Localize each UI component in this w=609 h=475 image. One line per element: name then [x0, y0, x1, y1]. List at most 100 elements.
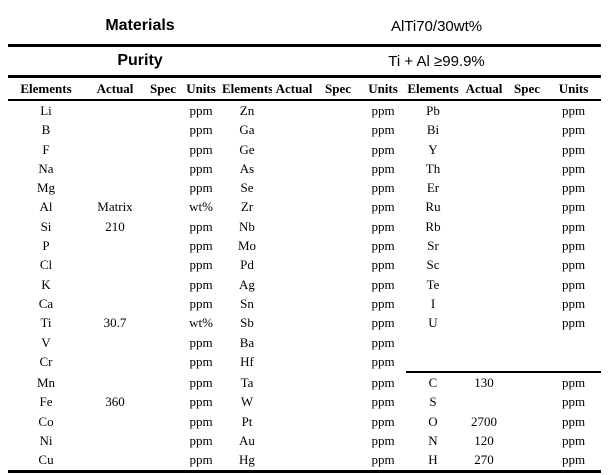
units-value: ppm — [561, 413, 586, 429]
units-value: ppm — [189, 295, 213, 311]
element-symbol: Co — [38, 413, 54, 429]
spec-value — [146, 333, 180, 352]
element-symbol: Y — [428, 141, 438, 157]
actual-value — [272, 100, 316, 120]
actual-value — [84, 100, 146, 120]
element-symbol: Th — [425, 160, 441, 176]
actual-value — [460, 333, 508, 352]
materials-value: AlTi70/30wt% — [272, 8, 602, 47]
spec-value — [316, 412, 360, 431]
header-units-3: Units — [546, 76, 602, 101]
header-elements-1: Elements — [8, 76, 84, 101]
units-value: ppm — [189, 122, 213, 138]
actual-value — [460, 217, 508, 236]
units-value: ppm — [189, 218, 213, 234]
table-row: Li ppm Zn ppm Pb ppm — [8, 100, 601, 120]
units-value: ppm — [561, 276, 586, 292]
element-symbol: Nb — [239, 218, 255, 234]
spec-value — [316, 431, 360, 450]
actual-value — [272, 255, 316, 274]
units-value: ppm — [561, 394, 586, 410]
units-value: ppm — [371, 103, 395, 118]
spec-value — [316, 313, 360, 332]
actual-value — [272, 372, 316, 392]
element-symbol: Zn — [239, 103, 255, 118]
units-value: ppm — [371, 334, 395, 350]
materials-label: Materials — [8, 8, 272, 47]
element-symbol: Rb — [425, 218, 441, 234]
spec-value — [316, 372, 360, 392]
spec-value — [146, 372, 180, 392]
actual-value — [272, 178, 316, 197]
units-value: ppm — [371, 295, 395, 311]
units-value: ppm — [371, 276, 395, 292]
spec-value — [146, 275, 180, 294]
actual-value — [84, 178, 146, 197]
spec-value — [508, 275, 546, 294]
units-value: ppm — [561, 315, 586, 331]
spec-value — [146, 100, 180, 120]
spec-value — [508, 120, 546, 139]
actual-value — [272, 159, 316, 178]
spec-value — [146, 197, 180, 216]
units-value: ppm — [371, 452, 395, 468]
element-symbol: B — [41, 122, 51, 138]
actual-value — [84, 236, 146, 255]
units-value: ppm — [189, 452, 213, 468]
spec-value — [508, 333, 546, 352]
actual-value: 30.7 — [103, 315, 127, 331]
units-value: wt% — [189, 315, 213, 331]
spec-value — [146, 294, 180, 313]
actual-value — [272, 217, 316, 236]
element-symbol: Bi — [426, 122, 440, 138]
actual-value — [460, 140, 508, 159]
actual-value — [272, 392, 316, 411]
spec-value — [316, 217, 360, 236]
table-row: Mn ppm Ta ppm C 130 ppm — [8, 371, 602, 393]
table-row: Al Matrix wt% Zr ppm Ru ppm — [8, 197, 601, 216]
actual-value — [272, 120, 316, 139]
actual-value — [460, 159, 508, 178]
actual-value: Matrix — [97, 199, 133, 215]
spec-value — [146, 392, 180, 411]
units-value: ppm — [371, 238, 395, 254]
header-spec-2: Spec — [316, 76, 360, 101]
header-elements-3: Elements — [406, 76, 460, 101]
actual-value — [272, 333, 316, 352]
element-symbol: Cr — [39, 354, 53, 370]
element-symbol: Al — [39, 199, 53, 215]
element-symbol: S — [429, 394, 437, 410]
element-symbol: Zr — [240, 199, 254, 215]
units-value: ppm — [561, 122, 586, 138]
spec-value — [508, 431, 546, 450]
actual-value — [272, 431, 316, 450]
spec-value — [316, 178, 360, 197]
element-symbol: Te — [426, 276, 440, 292]
element-symbol: Sr — [427, 238, 439, 254]
spec-value — [316, 294, 360, 313]
actual-value — [272, 294, 316, 313]
element-symbol: Ti — [40, 315, 52, 331]
table-row: Si 210 ppm Nb ppm Rb ppm — [8, 217, 601, 236]
units-value: ppm — [371, 433, 395, 449]
units-value: ppm — [561, 295, 586, 311]
actual-value — [84, 120, 146, 139]
units-value: ppm — [561, 103, 586, 118]
element-symbol: N — [428, 433, 438, 449]
spec-value — [508, 294, 546, 313]
purity-label: Purity — [8, 45, 272, 78]
spec-value — [316, 275, 360, 294]
actual-value: 2700 — [471, 413, 497, 429]
spec-value — [146, 431, 180, 450]
units-value: ppm — [189, 180, 213, 196]
units-value: ppm — [189, 103, 213, 118]
actual-value — [272, 275, 316, 294]
actual-value — [84, 275, 146, 294]
header-elements-2: Elements — [222, 76, 272, 101]
